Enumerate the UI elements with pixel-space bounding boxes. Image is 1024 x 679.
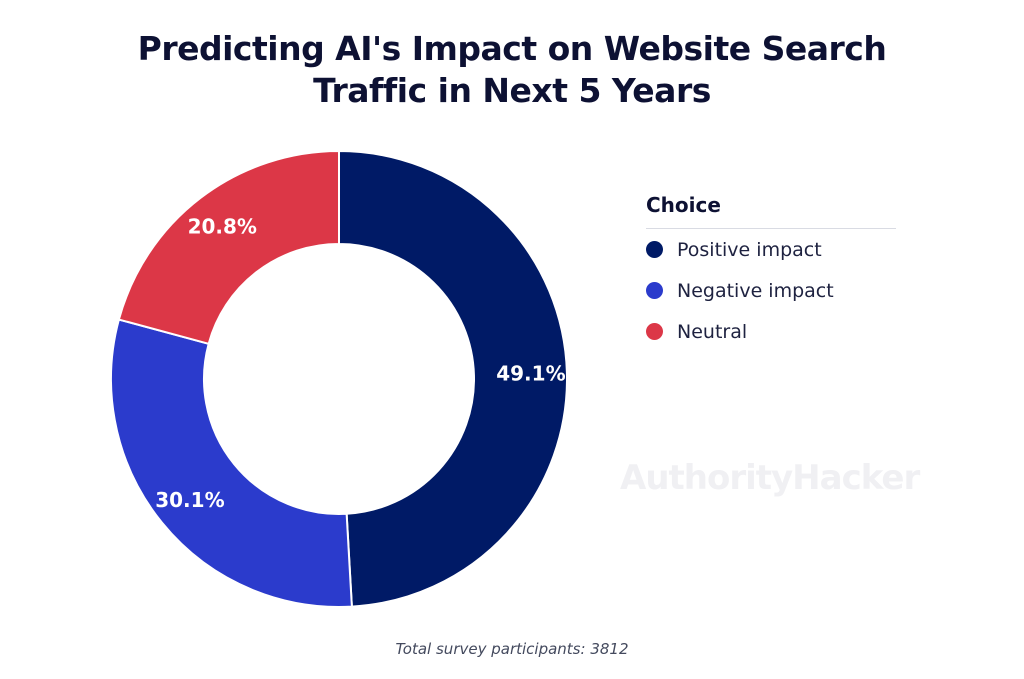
donut-label-neutral: 20.8% <box>188 215 257 239</box>
legend-item-neutral: Neutral <box>646 311 896 352</box>
legend-swatch-positive <box>646 241 663 258</box>
legend-title: Choice <box>646 193 896 229</box>
legend-label-neutral: Neutral <box>677 320 748 343</box>
legend-swatch-negative <box>646 282 663 299</box>
donut-slice-negative-impact <box>110 318 353 608</box>
legend-label-positive: Positive impact <box>677 238 822 261</box>
watermark-logo: AuthorityHacker <box>620 458 920 498</box>
chart-title-line-1: Predicting AI's Impact on Website Search <box>137 29 887 68</box>
chart-title: Predicting AI's Impact on Website Search… <box>0 28 1024 112</box>
legend-label-negative: Negative impact <box>677 279 834 302</box>
legend-item-positive: Positive impact <box>646 229 896 270</box>
donut-chart: 49.1% 30.1% 20.8% <box>110 150 568 608</box>
legend: Choice Positive impact Negative impact N… <box>646 193 896 352</box>
donut-label-negative-impact: 30.1% <box>155 488 224 512</box>
donut-slice-neutral <box>117 150 340 346</box>
legend-item-negative: Negative impact <box>646 270 896 311</box>
donut-slice-positive-impact <box>338 150 568 608</box>
donut-label-positive-impact: 49.1% <box>496 362 565 386</box>
legend-swatch-neutral <box>646 323 663 340</box>
footnote: Total survey participants: 3812 <box>395 640 629 658</box>
chart-title-line-2: Traffic in Next 5 Years <box>313 71 711 110</box>
